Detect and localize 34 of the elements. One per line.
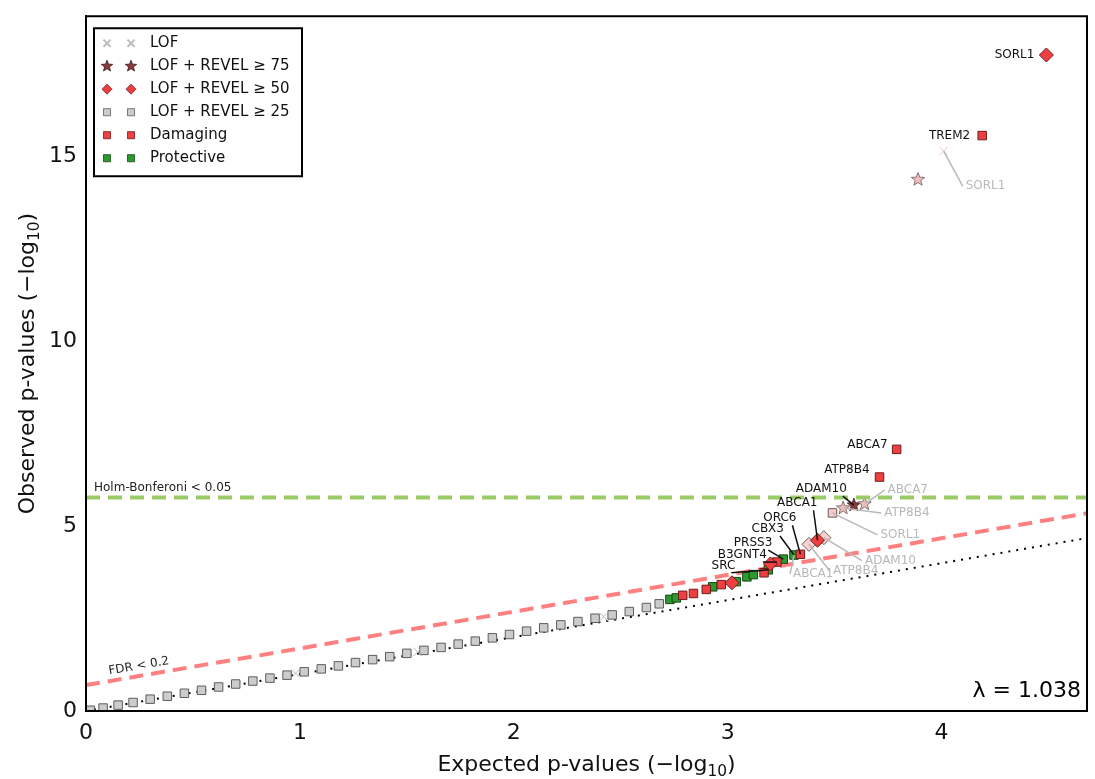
- annotation: SORL1: [965, 178, 1006, 193]
- annotation: ADAM10: [795, 481, 847, 496]
- x-tick-label: 1: [292, 718, 307, 744]
- y-axis-title: Observed p-values (−log10): [13, 212, 43, 515]
- y-tick-label: 10: [49, 327, 77, 353]
- annotation: TREM2: [927, 127, 971, 142]
- annotation: ABCA7: [847, 437, 888, 452]
- y-tick-label: 5: [63, 511, 77, 537]
- annotation: ABCA7: [887, 482, 929, 497]
- legend-label: Damaging: [150, 125, 228, 144]
- legend-label: Protective: [150, 148, 226, 167]
- x-tick-label: 0: [79, 718, 93, 744]
- ref-line-label: Holm-Bonferoni < 0.05: [94, 479, 232, 494]
- y-tick-label: 15: [49, 142, 77, 168]
- annotation: SORL1: [880, 527, 921, 542]
- annotation: ABCA1: [792, 566, 834, 581]
- annotation: FDR < 0.2: [107, 653, 171, 678]
- annotation: ATP8B4: [824, 462, 870, 477]
- x-tick-label: 2: [506, 718, 521, 744]
- annotation: ABCA1: [777, 495, 818, 510]
- annotation: PRSS3: [733, 535, 773, 550]
- annotation: λ = 1.038: [972, 676, 1081, 702]
- x-tick-label: 4: [934, 718, 949, 744]
- y-tick-label: 0: [63, 696, 77, 722]
- annotation: SRC: [711, 557, 736, 572]
- legend-label: LOF + REVEL ≥ 50: [150, 79, 290, 98]
- annotation: ATP8B4: [884, 505, 930, 520]
- x-tick-label: 3: [720, 718, 735, 744]
- annotation: SORL1: [994, 47, 1035, 62]
- annotation: CBX3: [751, 521, 784, 536]
- annotation: ATP8B4: [832, 563, 879, 578]
- legend-label: LOF: [150, 33, 179, 52]
- legend-label: LOF + REVEL ≥ 75: [150, 56, 290, 75]
- legend-label: LOF + REVEL ≥ 25: [150, 102, 290, 121]
